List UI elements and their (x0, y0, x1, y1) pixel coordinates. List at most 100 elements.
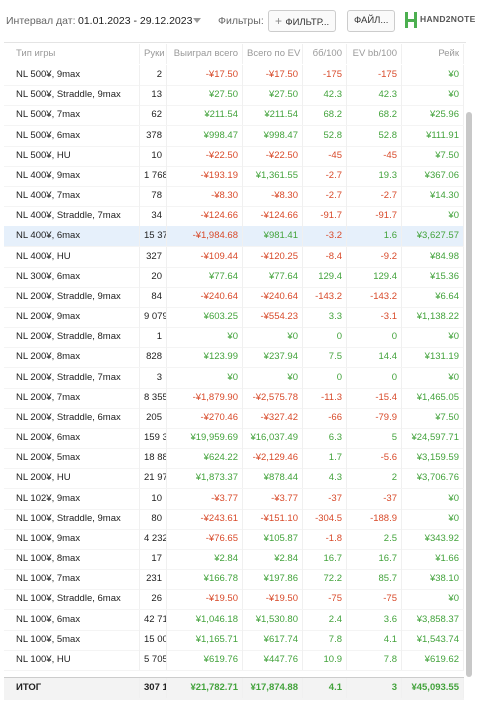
table-row[interactable]: NL 500¥, 6max 378 ¥998.47 ¥998.47 52.8 52.8 ¥1… (4, 125, 464, 147)
cell: ¥1,138.22 (402, 307, 464, 328)
cell: -¥2,129.46 (243, 448, 303, 469)
cell: -2.7 (303, 165, 347, 186)
table-row[interactable]: NL 400¥, Straddle, 7max 34 -¥124.66 -¥124.6… (4, 206, 464, 228)
cell: 327 (140, 246, 167, 267)
table-row[interactable]: NL 102¥, 9max 10 -¥3.77 -¥3.77 -37 -37 ¥0 (4, 488, 464, 510)
cell: -¥240.64 (243, 286, 303, 307)
table-row[interactable]: NL 200¥, 9max 9 079 ¥603.25 -¥554.23 3.3 -3.1… (4, 307, 464, 329)
cell: ¥619.76 (167, 649, 243, 670)
cell: -175 (347, 65, 402, 85)
table-row[interactable]: NL 100¥, 9max 4 232 -¥76.65 ¥105.87 -1.8 2.5 ¥… (4, 528, 464, 550)
cell: ¥111.91 (402, 125, 464, 146)
table-row[interactable]: NL 100¥, Straddle, 6max 26 -¥19.50 -¥19.50-… (4, 589, 464, 611)
cell: ¥211.54 (243, 105, 303, 126)
cell: 18 881 (140, 448, 167, 469)
cell: 2.4 (303, 609, 347, 630)
table-row[interactable]: NL 100¥, 7max 231 ¥166.78 ¥197.86 72.2 85.7 ¥3… (4, 569, 464, 591)
table-row[interactable]: NL 200¥, Straddle, 9max 84 -¥240.64 -¥240.6… (4, 286, 464, 308)
logo-text: HAND2NOTE (420, 14, 476, 24)
cell: ¥0 (402, 85, 464, 106)
cell: NL 200¥, 7max (4, 387, 140, 408)
table-row[interactable]: NL 400¥, HU 327 -¥109.44 -¥120.25 -8.4 -9.2 ¥8… (4, 246, 464, 268)
cell: NL 102¥, 9max (4, 488, 140, 509)
cell: NL 100¥, 9max (4, 528, 140, 549)
cell: ¥981.41 (243, 226, 303, 247)
table-row[interactable]: NL 100¥, 8max 17 ¥2.84 ¥2.84 16.7 16.7 ¥1.66 (4, 549, 464, 571)
table-row[interactable]: NL 500¥, Straddle, 9max 13 ¥27.50 ¥27.50 42.… (4, 85, 464, 107)
filter-button[interactable]: + ФИЛЬТР... (268, 10, 337, 32)
cell: -¥1,984.68 (167, 226, 243, 247)
cell: 5 (347, 428, 402, 449)
cell: 4.3 (303, 468, 347, 489)
cell: ¥1,361.55 (243, 165, 303, 186)
cell: 4 232 (140, 528, 167, 549)
cell: ¥27.50 (243, 85, 303, 106)
cell: NL 400¥, Straddle, 7max (4, 206, 140, 227)
cell: ¥3,159.59 (402, 448, 464, 469)
table-row[interactable]: NL 500¥, 7max 62 ¥211.54 ¥211.54 68.2 68.2 ¥25… (4, 105, 464, 127)
table-row[interactable]: NL 100¥, Straddle, 9max 80 -¥243.61 -¥151.1… (4, 508, 464, 530)
cell: -¥19.50 (167, 589, 243, 610)
table-row[interactable]: NL 200¥, Straddle, 6max 205 -¥270.46 -¥327.… (4, 407, 464, 429)
cell: NL 200¥, 6max (4, 428, 140, 449)
table-row[interactable]: NL 200¥, 7max 8 355 -¥1,879.90 -¥2,575.78 -1… (4, 387, 464, 409)
cell: ¥367.06 (402, 165, 464, 186)
table-row[interactable]: NL 500¥, 9max 2 -¥17.50 -¥17.50 -175 -175 ¥0 (4, 65, 464, 86)
cell: ИТОГ (4, 678, 140, 698)
cell: NL 100¥, HU (4, 649, 140, 670)
cell: 828 (140, 347, 167, 368)
cell: ¥0 (402, 488, 464, 509)
cell: EV bb/100 (347, 44, 402, 64)
cell: ¥0 (402, 589, 464, 610)
cell: 68.2 (303, 105, 347, 126)
cell: ¥3,627.57 (402, 226, 464, 247)
cell: NL 100¥, Straddle, 6max (4, 589, 140, 610)
table-row[interactable]: NL 100¥, HU 5 705 ¥619.76 ¥447.76 10.9 7.8 ¥61… (4, 649, 464, 671)
cell: 42.3 (347, 85, 402, 106)
cell: -¥554.23 (243, 307, 303, 328)
cell: ¥19,959.69 (167, 428, 243, 449)
cell: NL 500¥, Straddle, 9max (4, 85, 140, 106)
table-row[interactable]: NL 200¥, Straddle, 8max 1 ¥0 ¥0 0 0 ¥0 (4, 327, 464, 349)
cell: NL 200¥, HU (4, 468, 140, 489)
cell: ¥617.74 (243, 629, 303, 650)
cell: 1.6 (347, 226, 402, 247)
cell: 16.7 (303, 549, 347, 570)
cell: ¥197.86 (243, 569, 303, 590)
cell: -¥240.64 (167, 286, 243, 307)
table-row[interactable]: NL 500¥, HU 10 -¥22.50 -¥22.50 -45 -45 ¥7.50 (4, 145, 464, 167)
cell: NL 100¥, Straddle, 9max (4, 508, 140, 529)
cell: ¥21,782.71 (167, 678, 243, 698)
table-row[interactable]: NL 200¥, 8max 828 ¥123.99 ¥237.94 7.5 14.4 ¥13… (4, 347, 464, 369)
table-row[interactable]: NL 400¥, 7max 78 -¥8.30 -¥8.30 -2.7 -2.7 ¥14.3… (4, 186, 464, 208)
file-button[interactable]: ФАЙЛ... (347, 10, 396, 32)
cell: -¥1,879.90 (167, 387, 243, 408)
cell: ¥1,465.05 (402, 387, 464, 408)
date-range[interactable]: 01.01.2023 - 29.12.2023 (78, 15, 193, 27)
cell: -2.7 (347, 186, 402, 207)
cell: -37 (303, 488, 347, 509)
cell: ¥16,037.49 (243, 428, 303, 449)
scrollbar[interactable] (466, 112, 472, 677)
cell: -79.9 (347, 407, 402, 428)
cell: -8.4 (303, 246, 347, 267)
cell: Всего по EV (243, 44, 303, 64)
cell: 4.1 (347, 629, 402, 650)
cell: Выиграл всего (167, 44, 243, 64)
table-row[interactable]: NL 300¥, 6max 20 ¥77.64 ¥77.64 129.4 129.4 ¥15… (4, 266, 464, 288)
cell: 9 079 (140, 307, 167, 328)
cell: ¥7.50 (402, 407, 464, 428)
table-row[interactable]: NL 200¥, Straddle, 7max 3 ¥0 ¥0 0 0 ¥0 (4, 367, 464, 389)
cell: 6.3 (303, 428, 347, 449)
cell: 1 (140, 327, 167, 348)
cell: 3.3 (303, 307, 347, 328)
cell: ¥27.50 (167, 85, 243, 106)
cell: ¥14.30 (402, 186, 464, 207)
table-row[interactable]: NL 400¥, 9max 1 768 -¥193.19 ¥1,361.55 -2.7 1… (4, 165, 464, 187)
